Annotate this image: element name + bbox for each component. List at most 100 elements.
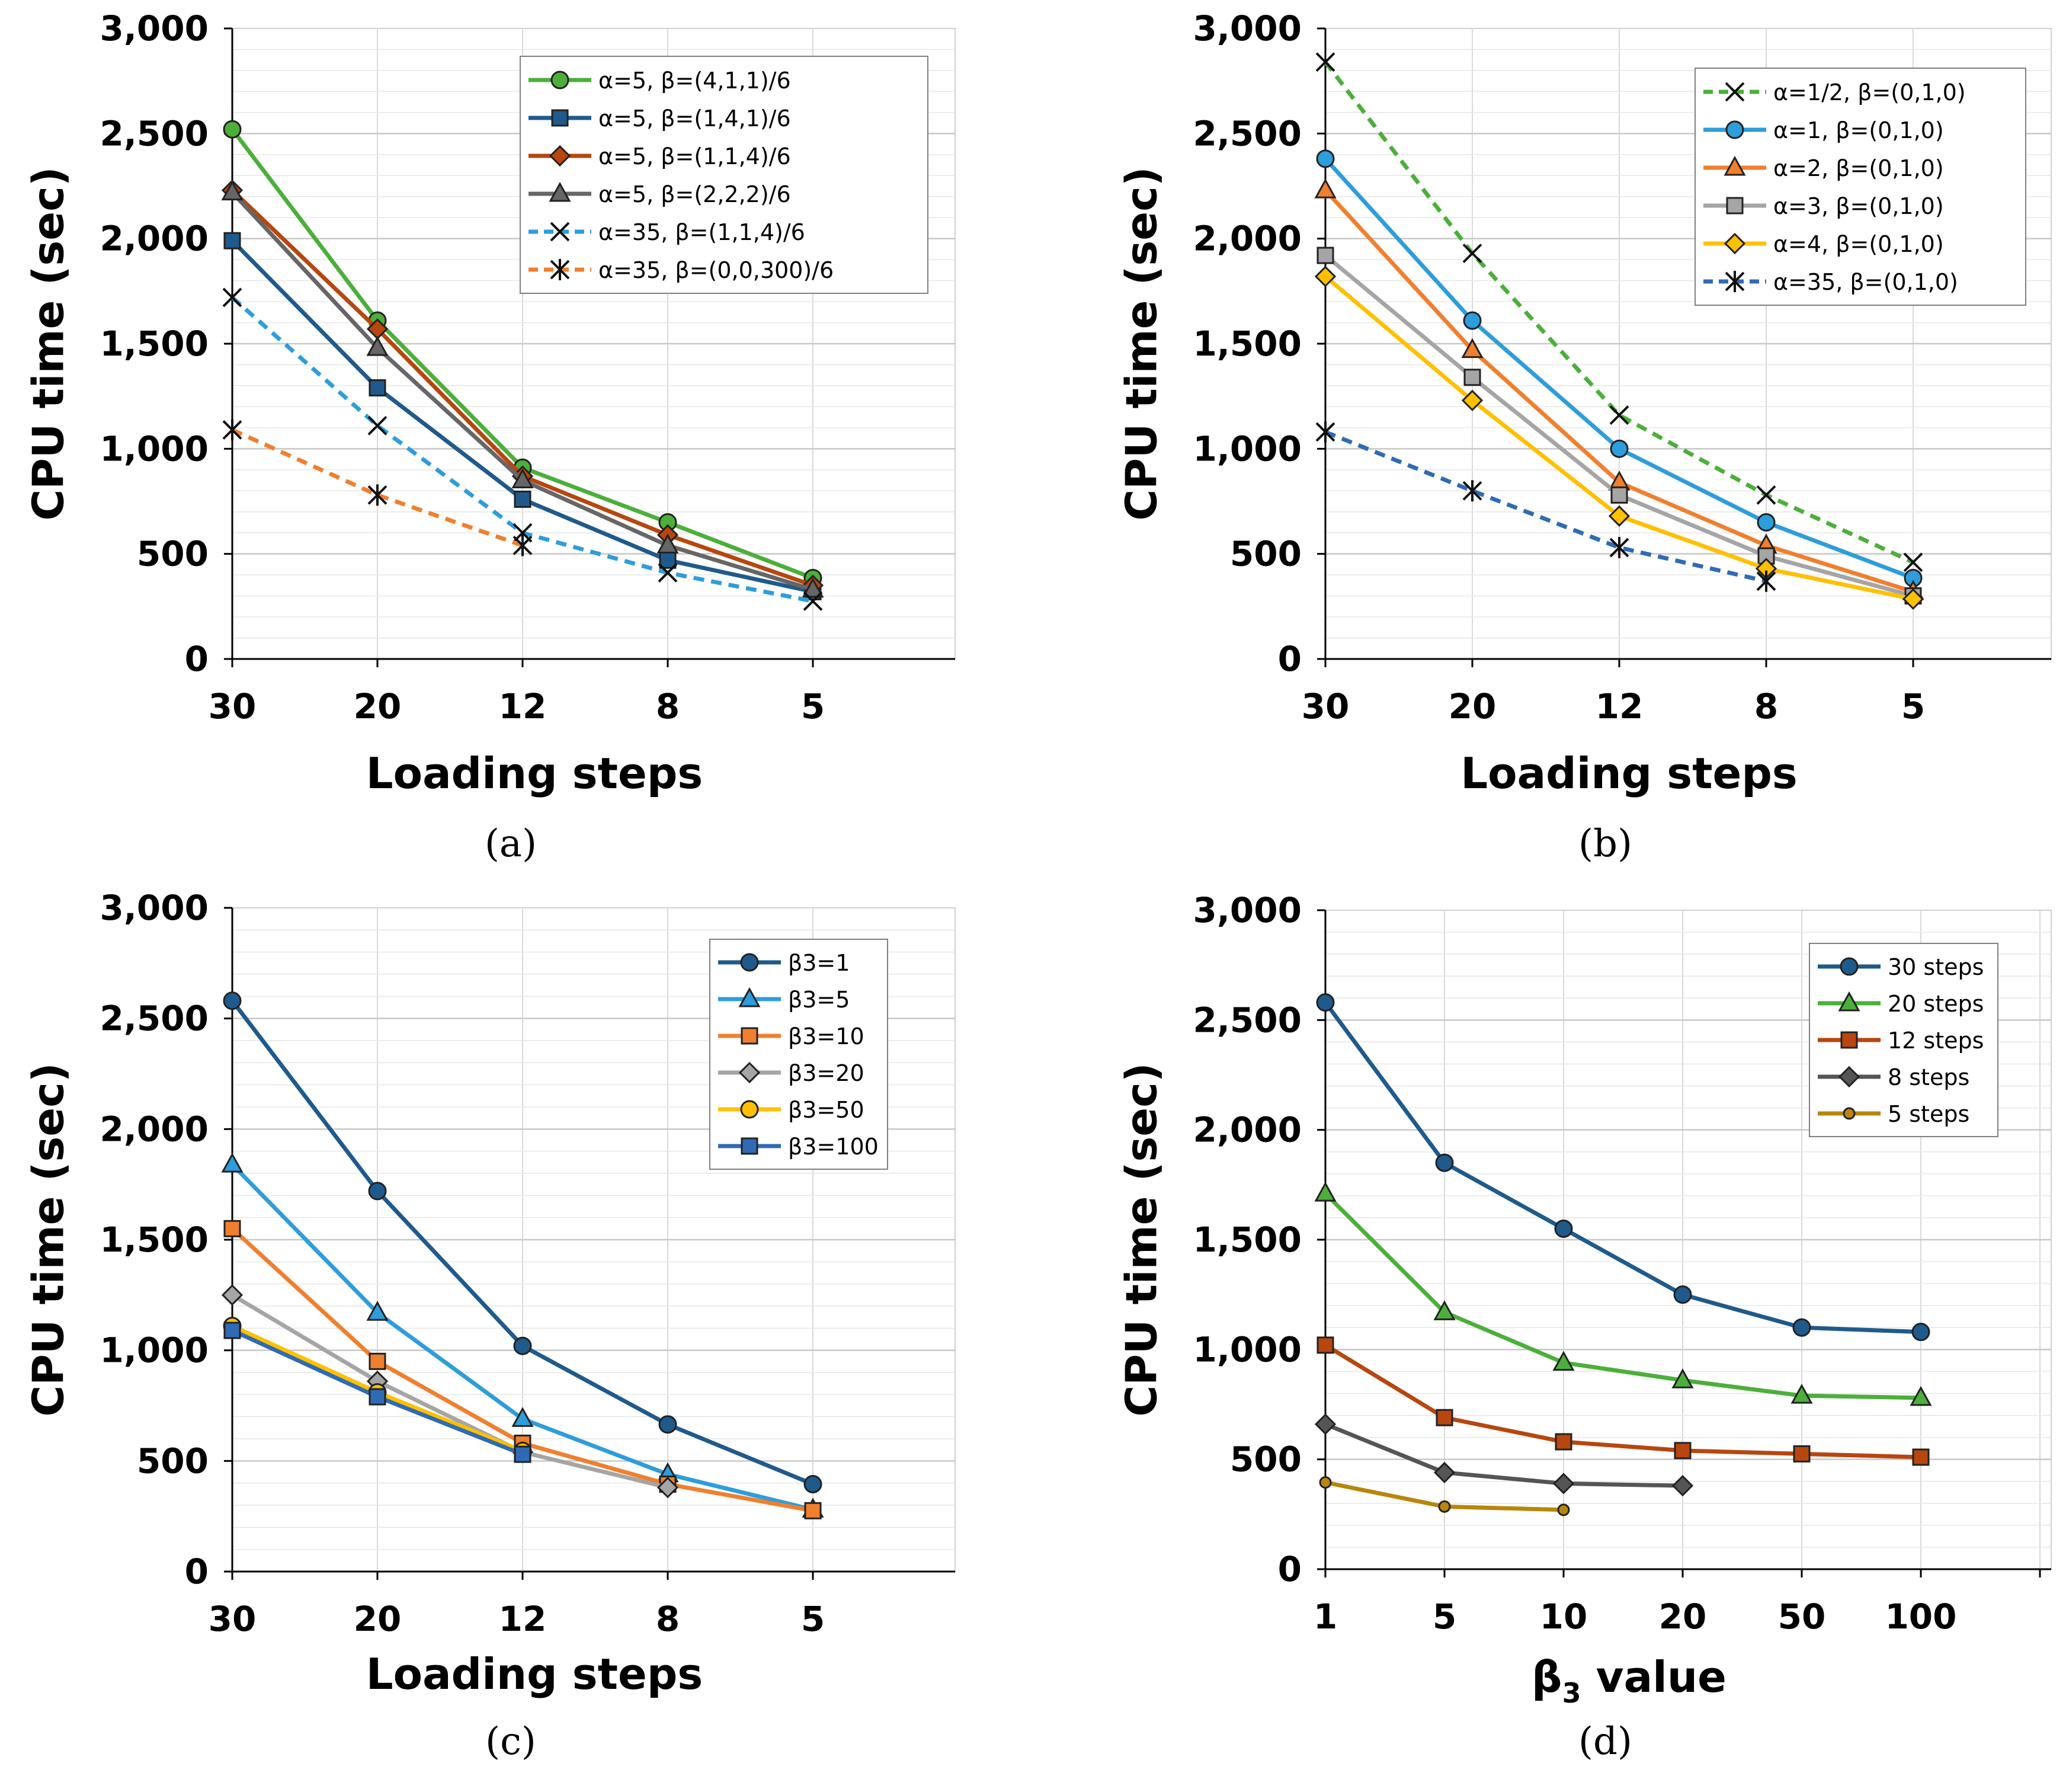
panel-c-legend-label: β3=5	[788, 987, 850, 1013]
panel-a-y-axis-title: CPU time (sec)	[24, 167, 73, 520]
panel-a-data-point	[223, 120, 242, 139]
panel-d-x-tick-label: 20	[1659, 1596, 1707, 1637]
panel-b-data-point	[1462, 480, 1482, 502]
panel-b-data-point	[1314, 265, 1337, 287]
panel-c-data-point	[368, 1182, 387, 1201]
panel-d-legend-label: 30 steps	[1888, 954, 1984, 980]
panel-d: 0 500 1,000 1,500 2,000 2,500 3,000 1 5 10 20 50 100…	[1117, 890, 2052, 1764]
panel-c-y-tick-label: 3,000	[100, 888, 209, 928]
panel-a-x-tick-label: 12	[499, 686, 547, 727]
panel-c-data-point	[223, 991, 242, 1010]
panel-a-legend: α=5, β=(4,1,1)/6 α=5, β=(1,4,1)/6 α=5, β=(…	[520, 56, 928, 294]
panel-b-legend-marker	[1725, 82, 1745, 102]
panel-a-x-axis-title: Loading steps	[366, 748, 703, 798]
panel-d-y-tick-label: 0	[1278, 1549, 1302, 1589]
panel-b-series-line	[1324, 60, 1914, 565]
panel-b-legend-marker	[1725, 120, 1744, 139]
panel-a-legend-label: α=35, β=(0,0,300)/6	[598, 257, 834, 283]
panel-a-legend-marker	[549, 181, 571, 202]
panel-b-legend-marker	[1724, 155, 1746, 176]
panel-a-data-point	[514, 490, 531, 508]
panel-b-data-point	[1461, 389, 1484, 411]
panel-a-series-4	[221, 180, 824, 598]
panel-c-y-axis-title: CPU time (sec)	[24, 1063, 73, 1416]
panel-b-legend-label: α=35, β=(0,1,0)	[1773, 269, 1958, 295]
panel-d-data-point	[1790, 1384, 1813, 1404]
panel-a-data-point	[222, 419, 242, 441]
panel-b-data-point	[1461, 338, 1484, 359]
panel-a-data-point	[513, 535, 533, 556]
panel-c: 0 500 1,000 1,500 2,000 2,500 3,000 30 20 12 8 5 CPU…	[24, 888, 956, 1764]
panel-a-legend-label: α=5, β=(1,1,4)/6	[598, 143, 791, 169]
panel-d-data-point	[1552, 1351, 1575, 1371]
panel-b-legend-box	[1695, 68, 2026, 306]
panel-d-series-5	[1319, 1476, 1570, 1516]
panel-d-x-tick-label: 10	[1540, 1596, 1588, 1637]
panel-d-data-point	[1557, 1503, 1570, 1516]
panel-c-x-axis-title: Loading steps	[366, 1649, 703, 1699]
panel-c-legend-marker	[738, 1061, 761, 1084]
panel-d-y-tick-label: 2,000	[1193, 1110, 1302, 1150]
panel-a-data-point	[222, 287, 242, 308]
panel-d-series-line	[1324, 1001, 1921, 1335]
panel-d-y-tick-label: 1,500	[1193, 1220, 1302, 1260]
panel-b-legend-marker	[1726, 197, 1744, 215]
panel-a-legend-label: α=5, β=(2,2,2)/6	[598, 181, 791, 207]
panel-a-data-point	[656, 533, 679, 553]
panel-d-data-point	[1910, 1385, 1932, 1406]
panel-a-legend-label: α=35, β=(1,1,4)/6	[598, 219, 805, 245]
panel-a-legend-label: α=5, β=(4,1,1)/6	[598, 68, 791, 94]
panel-b-data-point	[1610, 439, 1629, 458]
panel-c-data-point	[223, 1321, 241, 1339]
panel-b-data-point	[1608, 505, 1631, 527]
panel-d-data-point	[1316, 993, 1335, 1012]
panel-c-data-point	[511, 1407, 534, 1427]
panel-a-legend-marker	[549, 145, 571, 167]
panel-b-data-point	[1757, 513, 1776, 532]
panel-d-data-point	[1554, 1219, 1573, 1238]
panel-b-y-tick-label: 500	[1230, 534, 1302, 574]
panel-a-data-point	[802, 577, 824, 598]
panel-d-y-tick-label: 500	[1230, 1439, 1302, 1480]
panel-b-legend-marker	[1724, 232, 1746, 255]
panel-a-x-tick-label: 20	[354, 686, 402, 727]
panel-c-legend-marker	[740, 1100, 759, 1119]
panel-d-data-point	[1673, 1285, 1692, 1304]
panel-d-data-point	[1793, 1445, 1811, 1463]
panel-b-y-tick-label: 2,000	[1193, 219, 1302, 259]
panel-b-data-point	[1463, 311, 1482, 330]
panel-b-data-point	[1315, 52, 1335, 72]
panel-d-data-point	[1555, 1433, 1572, 1451]
panel-a-data-point	[223, 232, 241, 249]
panel-c-data-point	[804, 1502, 822, 1519]
panel-b-data-point	[1316, 149, 1335, 168]
panel-d-series-line	[1324, 1343, 1921, 1460]
panel-b-data-point	[1756, 485, 1776, 505]
panel-a-y-tick-label: 3,000	[100, 8, 209, 49]
panel-b-legend-label: α=3, β=(0,1,0)	[1773, 193, 1944, 219]
panel-c-legend-label: β3=10	[788, 1023, 864, 1049]
panel-b-x-tick-label: 8	[1754, 686, 1778, 727]
panel-a-y-tick-label: 1,500	[100, 324, 209, 364]
panel-b-legend-marker	[1725, 271, 1745, 292]
panel-a-data-point	[221, 180, 244, 201]
panel-b-x-axis-title: Loading steps	[1460, 748, 1798, 798]
panel-d-y-tick-label: 2,500	[1193, 1000, 1302, 1040]
panel-b-series-5	[1314, 265, 1924, 610]
panel-d-series-2	[1314, 1182, 1932, 1406]
panel-d-legend: 30 steps 20 steps 12 steps 8 steps 5 steps	[1809, 943, 1998, 1137]
panel-b-x-tick-label: 5	[1901, 686, 1925, 727]
panel-a-data-point	[367, 484, 387, 506]
panel-d-data-point	[1438, 1500, 1451, 1513]
panel-d-data-point	[1671, 1475, 1694, 1497]
panel-d-legend-marker	[1838, 1065, 1860, 1088]
panel-d-legend-marker	[1838, 991, 1860, 1012]
panel-c-data-point	[221, 1284, 244, 1306]
panel-c-data-point	[803, 1475, 822, 1494]
panel-a-x-tick-label: 30	[209, 686, 257, 727]
panel-b-legend-label: α=1, β=(0,1,0)	[1773, 117, 1944, 143]
panel-b: 0 500 1,000 1,500 2,000 2,500 3,000 30 20 12 8 5 CPU…	[1117, 8, 2052, 866]
panel-b-y-tick-label: 0	[1278, 639, 1302, 679]
panel-b-series-line	[1324, 430, 1767, 584]
panel-a-legend-label: α=5, β=(1,4,1)/6	[598, 105, 791, 132]
